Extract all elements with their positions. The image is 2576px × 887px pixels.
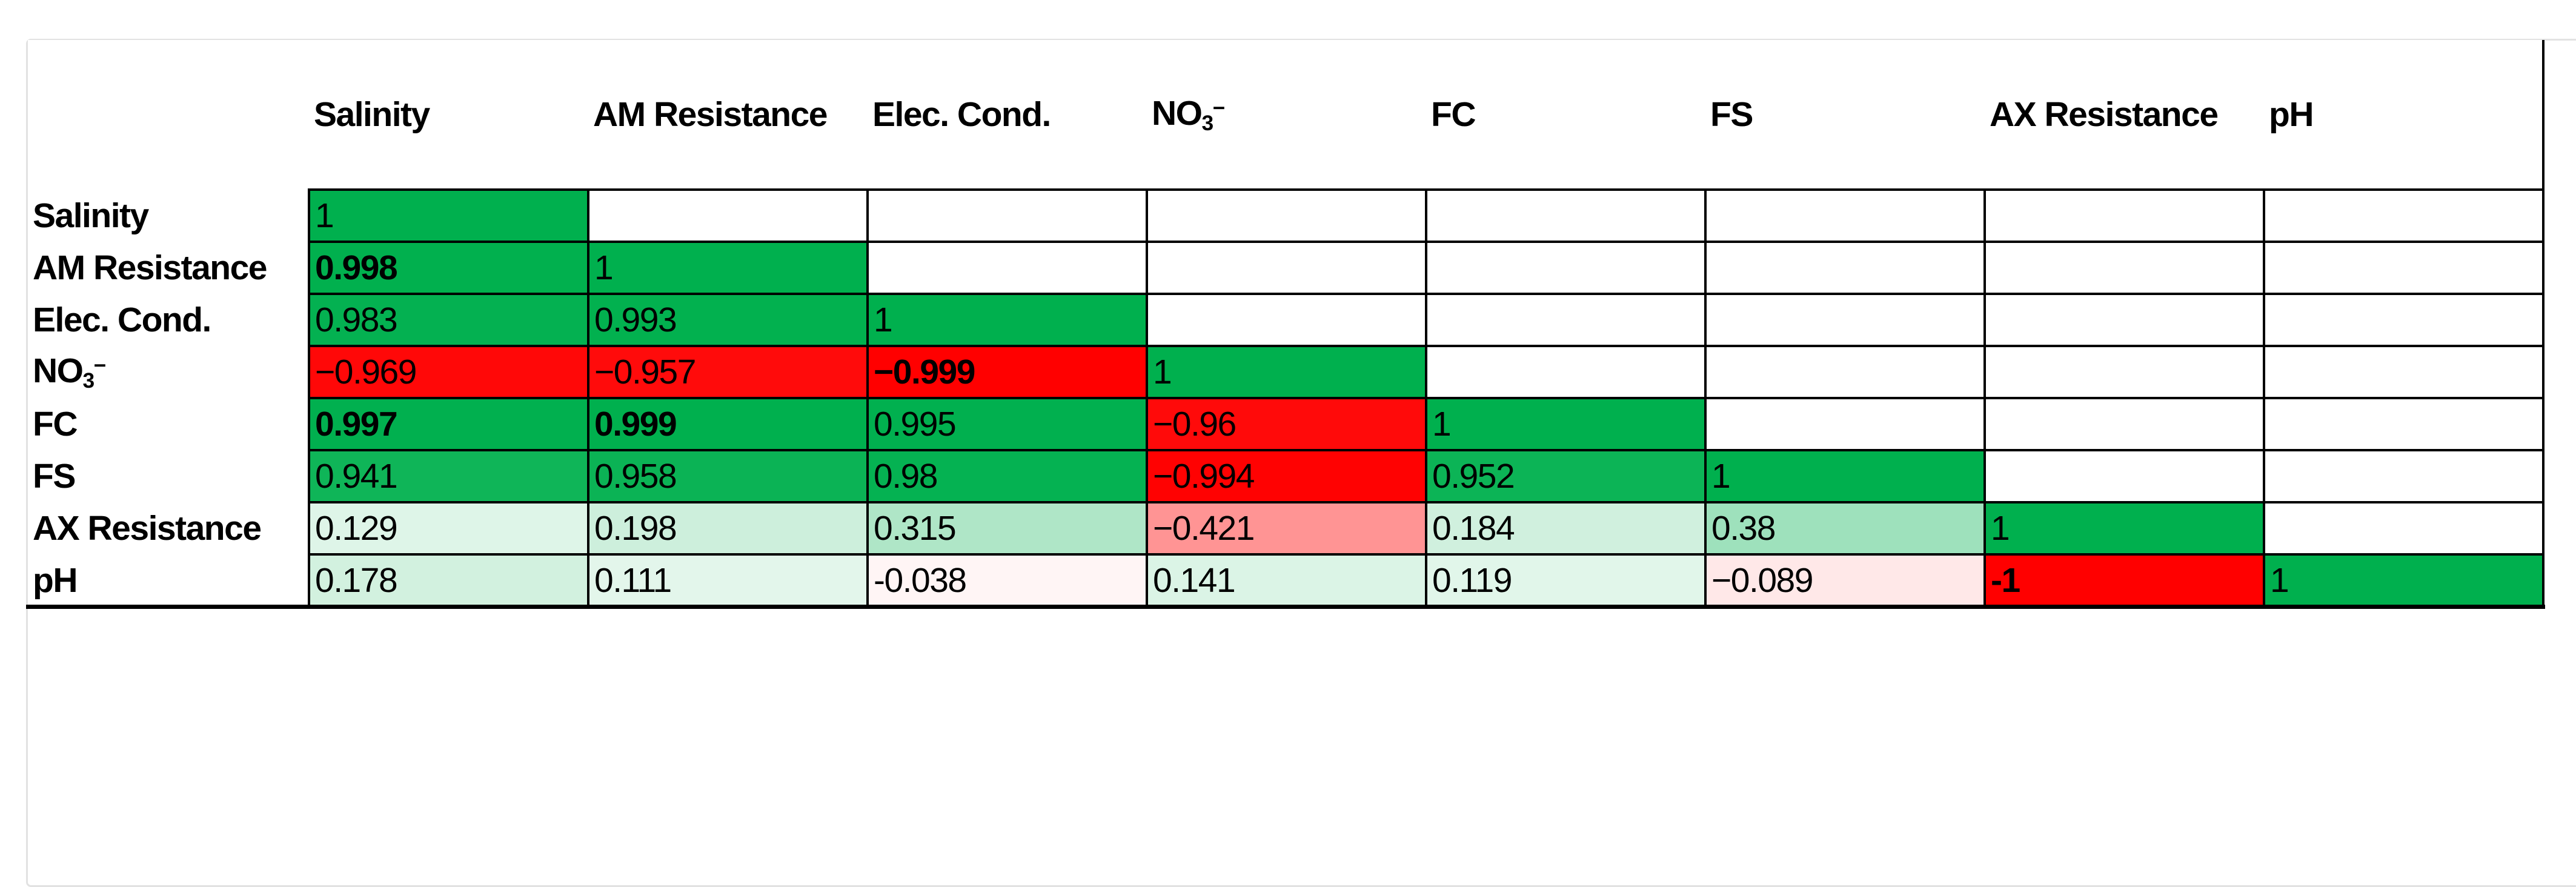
matrix-cell: 0.184 — [1425, 501, 1707, 556]
correlation-figure: { "table": { "column_headers": ["Salinit… — [26, 39, 2576, 887]
column-header-salinity: Salinity — [309, 40, 588, 190]
matrix-cell-empty — [1425, 241, 1707, 295]
matrix-row-no-: NO3− −0.969 −0.957 −0.999 1 — [28, 345, 2544, 399]
table-bottom-border — [26, 605, 2545, 609]
column-header-elec-cond-: Elec. Cond. — [868, 40, 1147, 190]
matrix-row-ax-resistance: AX Resistance 0.129 0.198 0.315 −0.421 0.184 0… — [28, 501, 2544, 556]
matrix-cell: −0.994 — [1146, 449, 1427, 503]
matrix-cell: 0.141 — [1146, 553, 1427, 608]
row-header-ax-resistance: AX Resistance — [28, 502, 309, 554]
matrix-cell: 0.198 — [587, 501, 869, 556]
matrix-cell-empty — [1425, 345, 1707, 399]
matrix-cell: 0.119 — [1425, 553, 1707, 608]
matrix-cell: −0.957 — [587, 345, 869, 399]
matrix-cell-empty — [1704, 293, 1986, 347]
row-header-am-resistance: AM Resistance — [28, 242, 309, 294]
correlation-matrix-table: Salinity AM Resistance Elec. Cond. NO3− FC FS… — [28, 40, 2544, 608]
matrix-cell: 0.993 — [587, 293, 869, 347]
matrix-cell: 0.178 — [308, 553, 589, 608]
matrix-cell-empty — [1704, 241, 1986, 295]
matrix-row-fc: FC 0.997 0.999 0.995 −0.96 1 — [28, 397, 2544, 451]
matrix-cell: 0.995 — [866, 397, 1148, 451]
matrix-cell-empty — [1704, 397, 1986, 451]
matrix-cell: −0.969 — [308, 345, 589, 399]
matrix-cell: 0.999 — [587, 397, 869, 451]
matrix-cell-empty — [2263, 188, 2544, 243]
row-header-fc: FC — [28, 398, 309, 450]
matrix-cell-empty — [1704, 345, 1986, 399]
row-header-elec-cond-: Elec. Cond. — [28, 294, 309, 346]
column-header-am-resistance: AM Resistance — [588, 40, 868, 190]
column-header-fs: FS — [1705, 40, 1985, 190]
row-header-no-: NO3− — [28, 346, 309, 398]
matrix-cell-empty — [2263, 241, 2544, 295]
matrix-cell: 1 — [587, 241, 869, 295]
matrix-cell-empty — [1425, 293, 1707, 347]
matrix-cell-empty — [1425, 188, 1707, 243]
column-header-ax-resistance: AX Resistance — [1985, 40, 2264, 190]
matrix-row-am-resistance: AM Resistance 0.998 1 — [28, 241, 2544, 295]
matrix-body: Salinity 1 AM Resistance 0.998 1 Elec. Cond. 0… — [28, 188, 2544, 608]
matrix-cell: -1 — [1983, 553, 2265, 608]
matrix-cell: 0.315 — [866, 501, 1148, 556]
matrix-cell-empty — [1146, 241, 1427, 295]
matrix-cell: 1 — [2263, 553, 2544, 608]
matrix-cell-empty — [1983, 293, 2265, 347]
matrix-row-fs: FS 0.941 0.958 0.98 −0.994 0.952 1 — [28, 449, 2544, 503]
column-header-no-: NO3− — [1147, 40, 1426, 190]
matrix-cell: 1 — [1704, 449, 1986, 503]
matrix-cell-empty — [1146, 293, 1427, 347]
matrix-cell-empty — [866, 188, 1148, 243]
matrix-cell-empty — [1983, 188, 2265, 243]
matrix-cell: 1 — [308, 188, 589, 243]
matrix-cell: 0.998 — [308, 241, 589, 295]
matrix-cell: 0.98 — [866, 449, 1148, 503]
matrix-cell-empty — [2263, 345, 2544, 399]
matrix-row-ph: pH 0.178 0.111 -0.038 0.141 0.119 −0.089 -1 1 — [28, 553, 2544, 608]
matrix-cell: −0.999 — [866, 345, 1148, 399]
row-header-salinity: Salinity — [28, 190, 309, 242]
matrix-cell-empty — [2263, 293, 2544, 347]
matrix-cell-empty — [2263, 397, 2544, 451]
column-header-ph: pH — [2264, 40, 2544, 190]
matrix-cell-empty — [1146, 188, 1427, 243]
matrix-cell: 0.958 — [587, 449, 869, 503]
matrix-cell-empty — [1983, 345, 2265, 399]
matrix-cell-empty — [2263, 501, 2544, 556]
matrix-cell-empty — [866, 241, 1148, 295]
matrix-cell: 1 — [1983, 501, 2265, 556]
matrix-cell: 1 — [1425, 397, 1707, 451]
row-header-ph: pH — [28, 554, 309, 606]
matrix-cell-empty — [587, 188, 869, 243]
matrix-cell: 1 — [1146, 345, 1427, 399]
matrix-cell: 0.941 — [308, 449, 589, 503]
row-header-fs: FS — [28, 450, 309, 502]
matrix-cell: 0.952 — [1425, 449, 1707, 503]
matrix-cell-empty — [1983, 449, 2265, 503]
matrix-row-salinity: Salinity 1 — [28, 188, 2544, 243]
corner-cell — [28, 40, 309, 190]
matrix-cell: 0.129 — [308, 501, 589, 556]
matrix-cell: -0.038 — [866, 553, 1148, 608]
matrix-cell: −0.96 — [1146, 397, 1427, 451]
matrix-cell-empty — [1983, 397, 2265, 451]
matrix-cell: 0.997 — [308, 397, 589, 451]
matrix-cell-empty — [1704, 188, 1986, 243]
matrix-header: Salinity AM Resistance Elec. Cond. NO3− FC FS… — [28, 40, 2544, 190]
matrix-row-elec-cond-: Elec. Cond. 0.983 0.993 1 — [28, 293, 2544, 347]
matrix-cell-empty — [1983, 241, 2265, 295]
header-row: Salinity AM Resistance Elec. Cond. NO3− FC FS… — [28, 40, 2544, 190]
column-header-fc: FC — [1426, 40, 1705, 190]
matrix-cell: −0.089 — [1704, 553, 1986, 608]
matrix-cell-empty — [2263, 449, 2544, 503]
matrix-cell: −0.421 — [1146, 501, 1427, 556]
matrix-cell: 0.983 — [308, 293, 589, 347]
matrix-cell: 0.111 — [587, 553, 869, 608]
matrix-cell: 1 — [866, 293, 1148, 347]
matrix-cell: 0.38 — [1704, 501, 1986, 556]
